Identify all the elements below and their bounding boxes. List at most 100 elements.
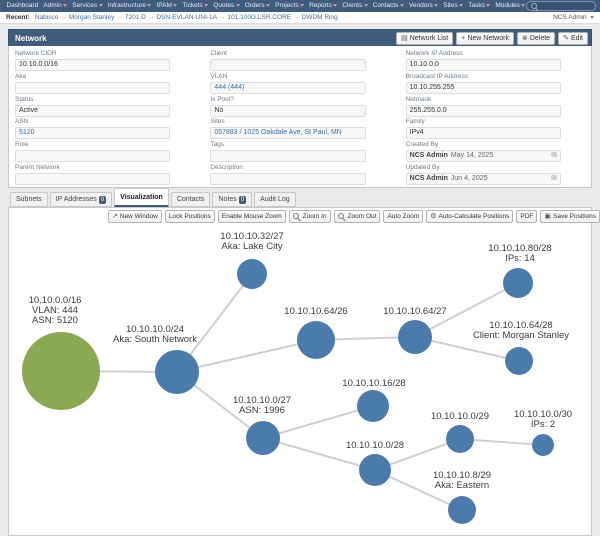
recent-link-101-100g-lsr-core[interactable]: 101.100G.LSR.CORE [227, 14, 292, 21]
search-input[interactable] [526, 1, 596, 11]
graph-node-label: 10.10.10.64/26 [284, 306, 347, 317]
field-netmask: 255.255.0.0 [405, 104, 561, 117]
button-label: Network List [409, 34, 449, 42]
recent-link-7201-d[interactable]: 7201 D [124, 14, 146, 21]
envelope-icon: ✉ [551, 175, 557, 183]
field-aka [15, 81, 171, 94]
field-value: 10.10.0.0/16 [19, 61, 58, 68]
field-tags [210, 150, 366, 163]
new-network-button[interactable]: + New Network [456, 31, 514, 45]
tab-ip-addresses[interactable]: IP Addresses 0 [49, 192, 113, 207]
nav-item-projects[interactable]: Projects [273, 0, 307, 12]
tab-contacts[interactable]: Contacts [170, 192, 211, 207]
lock-positions-button[interactable]: Lock Positions [164, 210, 215, 223]
nav-item-services[interactable]: Services [70, 0, 105, 12]
graph-node-10-10-10-16-28[interactable] [357, 390, 389, 422]
button-label: New Network [467, 34, 509, 42]
graph-edge [176, 339, 317, 373]
main-area: Network ▤ Network List + New Network ⊗ Delete… [0, 24, 600, 536]
nav-item-tickets[interactable]: Tickets [180, 0, 211, 12]
network-detail-form: Network CIDR 10.10.0.0/16 Client Network IP… [8, 46, 592, 188]
form-field-vlan: VLAN 444 (444) [210, 73, 366, 94]
graph-node-10-10-0-0-16[interactable] [22, 332, 100, 410]
graph-node-10-10-10-80-28[interactable] [503, 268, 533, 298]
top-navbar: Dashboard Admin Services Infrastructure IPAM… [0, 0, 600, 12]
form-field-broadcast-ip-address: Broadcast IP Address 10.10.255.255 [405, 73, 561, 94]
graph-node-10-10-10-0-30[interactable] [532, 434, 554, 456]
user-menu[interactable]: NCS Admin [553, 14, 594, 21]
caret-down-icon [204, 3, 209, 7]
tab-label: Contacts [176, 196, 205, 203]
nav-item-quotes[interactable]: Quotes [211, 0, 242, 12]
field-label: Client [210, 50, 227, 57]
graph-node-10-10-10-0-29[interactable] [446, 425, 474, 453]
nav-item-tasks[interactable]: Tasks [466, 0, 493, 12]
graph-node-label: 10.10.10.64/27 [383, 306, 446, 317]
pdf-button[interactable]: PDF [516, 210, 538, 223]
enable-mouse-zoom-button[interactable]: Enable Mouse Zoom [217, 210, 286, 223]
graph-node-label: Aka: Eastern [435, 480, 489, 491]
nav-item-dashboard[interactable]: Dashboard [6, 2, 39, 9]
form-field-netmask: Netmask 255.255.0.0 [405, 96, 561, 117]
nav-item-infrastructure[interactable]: Infrastructure [105, 0, 154, 12]
field-value[interactable]: 444 (444) [214, 83, 245, 91]
graph-node-label: 10.10.10.0/30 [514, 409, 572, 420]
field-value[interactable]: 057883 / 1025 Oakdale Ave, St Paul, MN [214, 129, 342, 137]
tab-notes[interactable]: Notes 0 [212, 192, 253, 207]
caret-down-icon [521, 3, 526, 7]
tab-visualization[interactable]: Visualization [114, 188, 169, 207]
field-label: Created By [405, 141, 439, 149]
graph-node-10-10-10-8-29[interactable] [448, 496, 476, 524]
tab-audit-log[interactable]: Audit Log [254, 192, 296, 207]
field-label: Role [15, 141, 29, 149]
nav-item-contacts[interactable]: Contacts [370, 0, 406, 12]
button-label: Lock Positions [168, 213, 211, 220]
delete-button[interactable]: ⊗ Delete [516, 31, 556, 45]
graph-node-label: 10.10.0.0/16 [29, 295, 82, 306]
nav-item-ipam[interactable]: IPAM [154, 0, 180, 12]
graph-node-10-10-10-0-27[interactable] [246, 421, 280, 455]
graph-node-10-10-10-64-27[interactable] [398, 320, 432, 354]
visualization-toolbar: ↗ New Window Lock Positions Enable Mouse Zo… [9, 208, 600, 223]
nav-item-clients[interactable]: Clients [340, 0, 370, 12]
graph-node-10-10-10-64-28[interactable] [505, 347, 533, 375]
graph-node-label: 10.10.10.64/28 [489, 320, 552, 331]
button-label: Zoom In [302, 213, 327, 220]
graph-node-label: 10.10.10.0/29 [431, 411, 489, 422]
search-icon [530, 2, 538, 11]
save-positions-button[interactable]: ▣ Save Positions [540, 210, 600, 223]
new-window-button[interactable]: ↗ New Window [108, 210, 162, 223]
recent-link-morgan-stanley[interactable]: Morgan Stanley [68, 14, 115, 21]
form-field-sites: Sites 057883 / 1025 Oakdale Ave, St Paul,… [210, 118, 366, 140]
field-value: 255.255.0.0 [409, 106, 447, 114]
zoom-out-button[interactable]: Zoom Out [333, 210, 381, 223]
nav-item-modules[interactable]: Modules [493, 0, 528, 12]
recent-link-dsn-evlan-uni-1a[interactable]: DSN-EVLAN-UNI-1A [156, 14, 218, 21]
zoom-in-button[interactable]: Zoom In [288, 210, 331, 223]
graph-node-10-10-10-64-26[interactable] [297, 321, 335, 359]
network-list-button[interactable]: ▤ Network List [396, 31, 454, 45]
field-value[interactable]: 5120 [19, 129, 35, 137]
graph-node-10-10-10-32-27[interactable] [237, 259, 267, 289]
nav-item-reports[interactable]: Reports [307, 0, 340, 12]
graph-node-10-10-10-0-28[interactable] [359, 454, 391, 486]
graph-node-10-10-10-0-24[interactable] [155, 350, 199, 394]
graph-node-label: Aka: South Network [113, 334, 197, 345]
caret-down-icon [266, 3, 271, 7]
field-label: Tags [210, 141, 225, 149]
nav-item-admin[interactable]: Admin [41, 0, 70, 12]
caret-down-icon [486, 3, 491, 7]
graph-node-label: VLAN: 444 [32, 305, 78, 316]
nav-item-orders[interactable]: Orders [242, 0, 272, 12]
nav-item-vendors[interactable]: Vendors [406, 0, 440, 12]
field-label: ASN [15, 118, 29, 126]
recent-link-nabisco[interactable]: Nabisco [34, 14, 59, 21]
auto-zoom-button[interactable]: Auto Zoom [383, 210, 424, 223]
nav-item-sites[interactable]: Sites [441, 0, 466, 12]
edit-button[interactable]: ✎ Edit [558, 31, 588, 45]
auto-calculate-positions-button[interactable]: ⚙ Auto-Calculate Positions [426, 210, 514, 223]
recent-link-dwdm-ring[interactable]: DWDM Ring [301, 14, 338, 21]
form-field-aka: Aka [15, 73, 171, 94]
tab-subnets[interactable]: Subnets [10, 192, 48, 207]
